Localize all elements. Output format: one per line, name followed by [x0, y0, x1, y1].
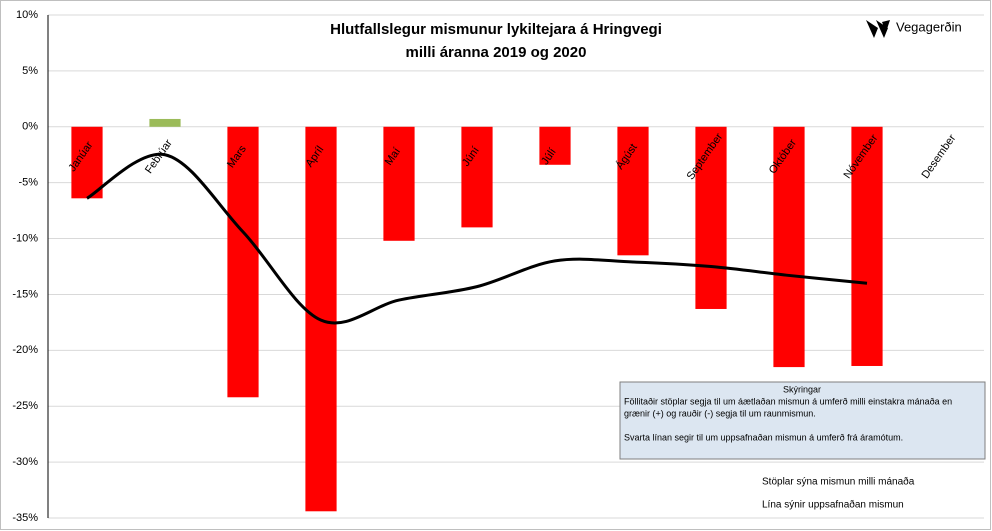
y-tick-label: 5% — [22, 65, 38, 77]
legend-box — [619, 381, 986, 460]
note: Stöplar sýna mismun milli mánaða — [762, 476, 915, 488]
bar — [851, 126, 883, 366]
bar — [461, 126, 493, 228]
note: Lína sýnir uppsafnaðan mismun — [762, 499, 904, 511]
bar — [383, 126, 415, 241]
y-tick-label: -25% — [12, 400, 38, 412]
legend-line: Föllitaðir stöplar segja til um áætlaðan… — [624, 396, 952, 406]
y-tick-label: -35% — [12, 512, 38, 524]
y-tick-label: 0% — [22, 121, 38, 133]
legend-line: Svarta línan segir til um uppsafnaðan mi… — [624, 432, 903, 442]
chart-subtitle: milli áranna 2019 og 2020 — [406, 44, 587, 61]
bar — [773, 126, 805, 368]
y-tick-label: -30% — [12, 456, 38, 468]
bar — [227, 126, 259, 398]
y-tick-label: -10% — [12, 232, 38, 244]
logo: Vegagerðin — [866, 19, 962, 38]
brand: Vegagerðin — [896, 19, 962, 34]
y-tick-label: -5% — [18, 177, 38, 189]
chart-title: Hlutfallslegur mismunur lykiltejara á Hr… — [330, 21, 662, 38]
y-tick-label: 10% — [16, 9, 38, 21]
bar — [539, 126, 571, 165]
bar — [617, 126, 649, 256]
logo-icon — [866, 20, 890, 38]
bar — [149, 118, 181, 127]
legend-title: Skýringar — [783, 384, 821, 394]
y-tick-label: -20% — [12, 344, 38, 356]
y-tick-label: -15% — [12, 288, 38, 300]
bar — [695, 126, 727, 309]
bar — [71, 126, 103, 199]
line — [86, 152, 868, 325]
legend-line: grænir (+) og rauðir (-) segja til um ra… — [624, 408, 816, 418]
